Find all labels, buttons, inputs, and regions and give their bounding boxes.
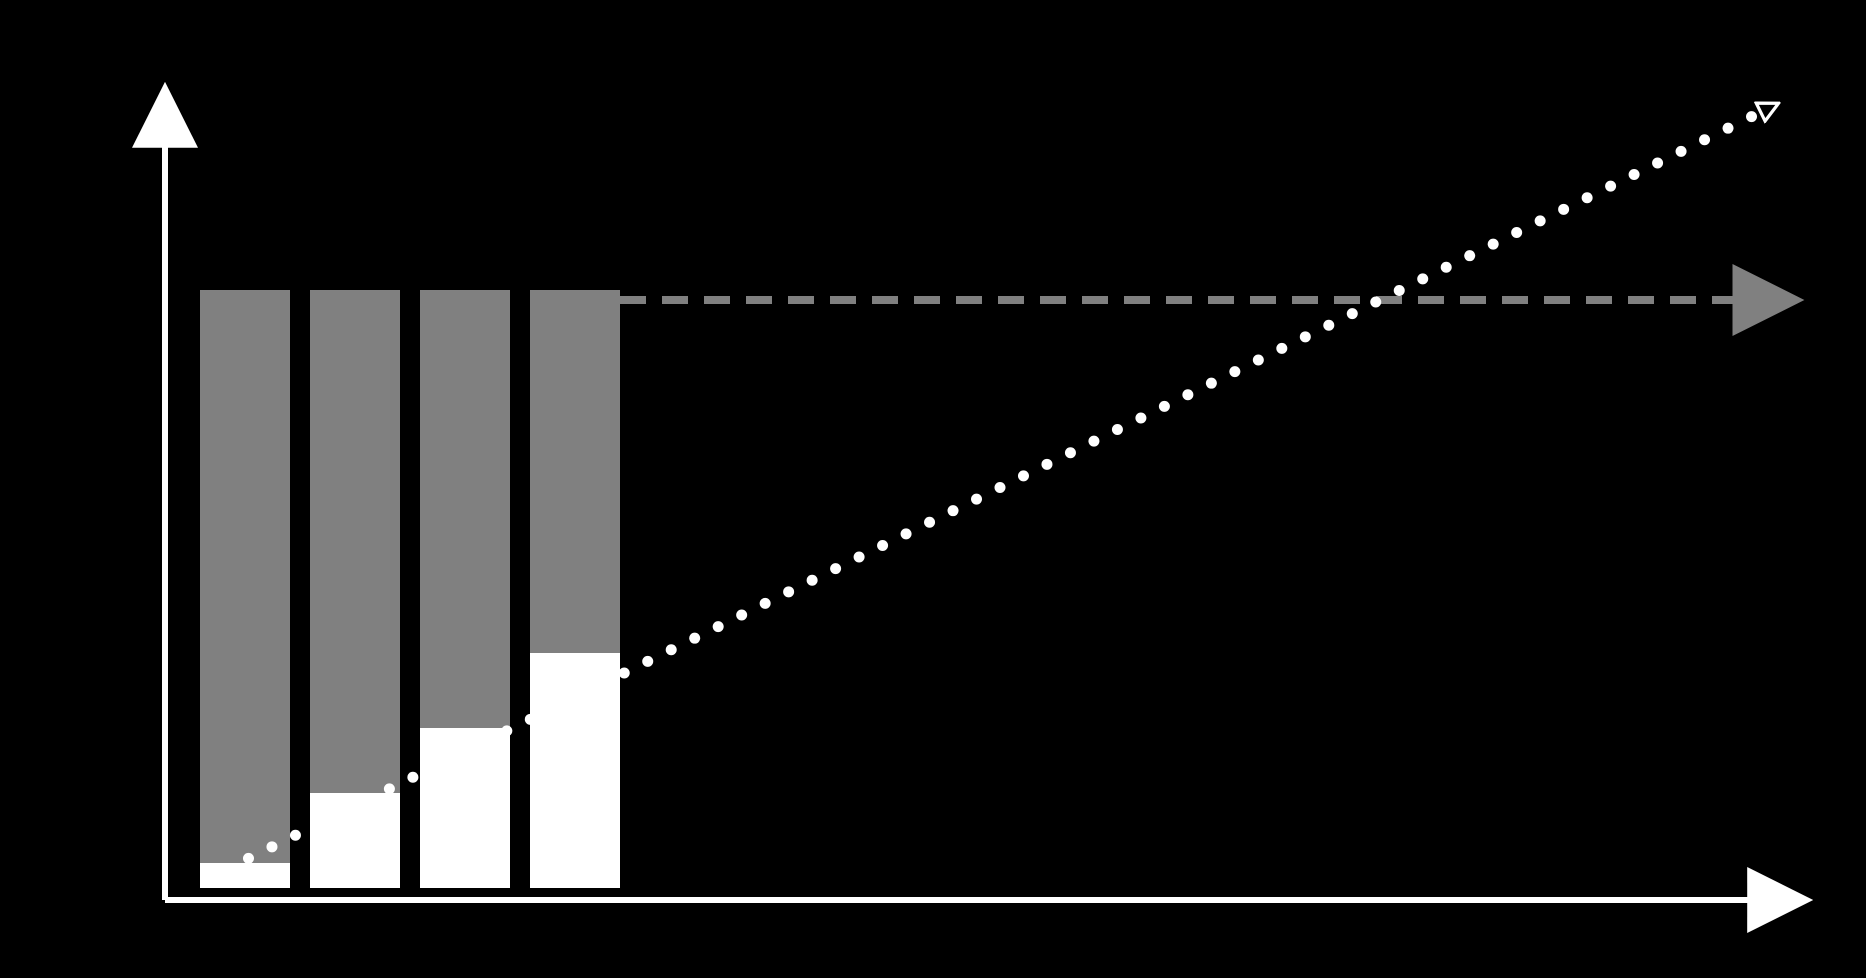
trend-dot: [337, 807, 348, 818]
trend-dot: [1652, 157, 1663, 168]
bar-bottom-segment: [530, 653, 620, 888]
trend-dot: [995, 482, 1006, 493]
trend-dot: [1088, 436, 1099, 447]
trend-dot: [971, 494, 982, 505]
trend-dot: [1441, 262, 1452, 273]
bar-top-segment: [200, 290, 290, 863]
trend-dot: [548, 702, 559, 713]
trend-dot: [689, 633, 700, 644]
bar-bottom-segment: [200, 863, 290, 888]
trend-dot: [1582, 192, 1593, 203]
trend-dot: [1347, 308, 1358, 319]
bar-bottom-segment: [310, 793, 400, 888]
trend-dot: [384, 783, 395, 794]
trend-dot: [1629, 169, 1640, 180]
trend-dot: [1229, 366, 1240, 377]
trend-dot: [290, 830, 301, 841]
trend-dot: [431, 760, 442, 771]
trend-dot: [1135, 412, 1146, 423]
trend-dot: [1511, 227, 1522, 238]
trend-dot: [1276, 343, 1287, 354]
trend-dot: [783, 586, 794, 597]
trend-dot: [1370, 297, 1381, 308]
trend-dot: [807, 575, 818, 586]
trend-dot: [266, 841, 277, 852]
trend-dot: [1464, 250, 1475, 261]
trend-dot: [595, 679, 606, 690]
trend-dot: [1182, 389, 1193, 400]
trend-dot: [901, 528, 912, 539]
trend-bar-chart: [0, 0, 1866, 978]
trend-dot: [1323, 320, 1334, 331]
trend-dot: [736, 610, 747, 621]
trend-dot: [313, 818, 324, 829]
trend-dot: [1488, 239, 1499, 250]
trend-dot: [1159, 401, 1170, 412]
bar-top-segment: [310, 290, 400, 793]
trend-dot: [948, 505, 959, 516]
trend-dot: [1605, 181, 1616, 192]
trend-dot: [924, 517, 935, 528]
bar-top-segment: [530, 290, 620, 653]
chart-container: [0, 0, 1866, 978]
bar-top-segment: [420, 290, 510, 728]
trend-dot: [1676, 146, 1687, 157]
trend-dot: [243, 853, 254, 864]
bar-bottom-segment: [420, 728, 510, 888]
trend-dot: [642, 656, 653, 667]
trend-dot: [360, 795, 371, 806]
trend-dot: [454, 749, 465, 760]
trend-dot: [666, 644, 677, 655]
trend-dot: [1417, 273, 1428, 284]
trend-dot: [1394, 285, 1405, 296]
trend-dot: [1018, 470, 1029, 481]
trend-dot: [854, 552, 865, 563]
trend-dot: [220, 865, 231, 876]
trend-dot: [877, 540, 888, 551]
trend-dot: [1041, 459, 1052, 470]
trend-dot: [1253, 355, 1264, 366]
trend-dot: [1535, 215, 1546, 226]
trend-dot: [760, 598, 771, 609]
trend-dot: [1300, 331, 1311, 342]
trend-dot: [1699, 134, 1710, 145]
trend-dot: [407, 772, 418, 783]
trend-dot: [501, 725, 512, 736]
trend-dot: [1723, 123, 1734, 134]
trend-dot: [478, 737, 489, 748]
trend-dot: [1206, 378, 1217, 389]
trend-dot: [830, 563, 841, 574]
trend-dot: [713, 621, 724, 632]
trend-dot: [525, 714, 536, 725]
trend-dot: [1112, 424, 1123, 435]
trend-dot: [1558, 204, 1569, 215]
trend-dot: [1065, 447, 1076, 458]
trend-dot: [619, 667, 630, 678]
trend-dot: [572, 691, 583, 702]
